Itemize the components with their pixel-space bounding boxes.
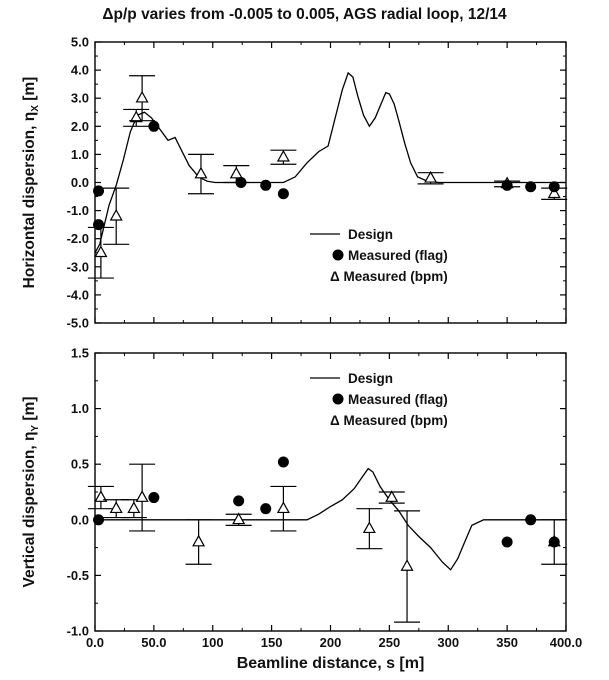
y-tick-label: 0.0 [71,175,89,190]
flag-point [233,495,245,507]
bpm-point [129,110,143,123]
y-axis-label: Horizontal dispersion, ηX [m] [21,77,41,289]
bpm-point [385,490,399,502]
y-axis-label: Vertical dispersion, ηY [m] [21,396,41,587]
bpm-point [229,166,243,179]
y-tick-label: 4.0 [71,63,89,78]
flag-point [525,514,537,526]
y-tick-label: 1.5 [71,346,89,361]
y-tick-label: -2.0 [67,231,89,246]
flag-point [148,492,160,504]
panel-1: -5.0 -4.0 -3.0 -2.0 -1.0 0.0 1.0 2.0 3.0 4.0 5.0 Ho… [21,35,568,331]
bpm-point [424,170,438,183]
y-tick-label: -5.0 [67,316,89,331]
figure-title: Δp/p varies from -0.005 to 0.005, AGS ra… [102,6,507,23]
flag-point [235,177,247,188]
y-tick-label: -4.0 [67,287,89,302]
y-tick-label: -0.5 [67,568,89,583]
design-line [95,467,566,571]
bpm-point [109,501,123,514]
bpm-point [276,501,290,514]
flag-point [525,181,537,193]
y-tick-label: -3.0 [67,259,89,274]
bpm-point [194,166,208,179]
legend: Design Measured (flag) Δ Measured (bpm) [310,227,448,284]
flag-point [93,514,105,526]
legend-bpm-label: Δ Measured (bpm) [330,269,448,284]
legend-flag-marker [332,393,344,405]
x-tick-label: 100 [202,635,224,650]
y-tick-label: 2.0 [71,119,89,134]
y-tick-label: -1.0 [67,203,89,218]
legend-flag-label: Measured (flag) [348,248,448,263]
legend-flag-label: Measured (flag) [348,392,448,407]
x-tick-label: 50.0 [141,635,166,650]
bpm-point [547,186,561,199]
x-tick-label: 300 [437,635,459,650]
bpm-point [135,90,149,103]
legend-design-label: Design [348,227,393,242]
y-tick-label: 0.0 [71,512,89,527]
y-tick-label: 5.0 [71,35,89,50]
y-tick-label: 0.5 [71,457,89,472]
x-tick-label: 200 [320,635,342,650]
flag-point [548,536,560,548]
flag-point [501,179,513,191]
y-tick-label: 3.0 [71,91,89,106]
bpm-point [400,559,414,571]
legend-design-label: Design [348,371,393,386]
legend-bpm-label: Δ Measured (bpm) [330,413,448,428]
plot-frame [94,352,567,632]
y-tick-label: 1.0 [71,401,89,416]
bpm-point [94,245,108,258]
legend-flag-marker [332,249,344,261]
bpm-point [276,149,290,162]
bpm-point [135,490,149,502]
flag-point [93,185,105,197]
flag-point [501,536,513,548]
bpm-point [232,512,246,525]
x-tick-label: 0.0 [86,635,104,650]
legend: Design Measured (flag) Δ Measured (bpm) [310,371,448,428]
x-tick-label: 150 [261,635,283,650]
flag-point [93,219,105,231]
bpm-point [362,521,376,534]
x-tick-label: 400.0 [550,635,583,650]
x-tick-label: 350 [496,635,518,650]
flag-point [277,188,289,200]
bpm-point [109,208,123,221]
bpm-point [94,490,108,502]
design-line [95,71,566,254]
panel-2: -1.0 -0.5 0.0 0.5 1.0 1.5 0.0 50.0 100 150 200 250 3… [21,346,582,651]
x-tick-label: 250 [379,635,401,650]
bpm-point [192,534,206,547]
flag-point [548,181,560,193]
flag-point [260,503,272,515]
flag-point [277,456,289,468]
bpm-point [127,501,141,514]
x-axis-label: Beamline distance, s [m] [237,655,425,672]
y-tick-label: -1.0 [67,624,89,639]
y-tick-label: 1.0 [71,147,89,162]
flag-point [260,179,272,191]
flag-point [148,120,160,132]
